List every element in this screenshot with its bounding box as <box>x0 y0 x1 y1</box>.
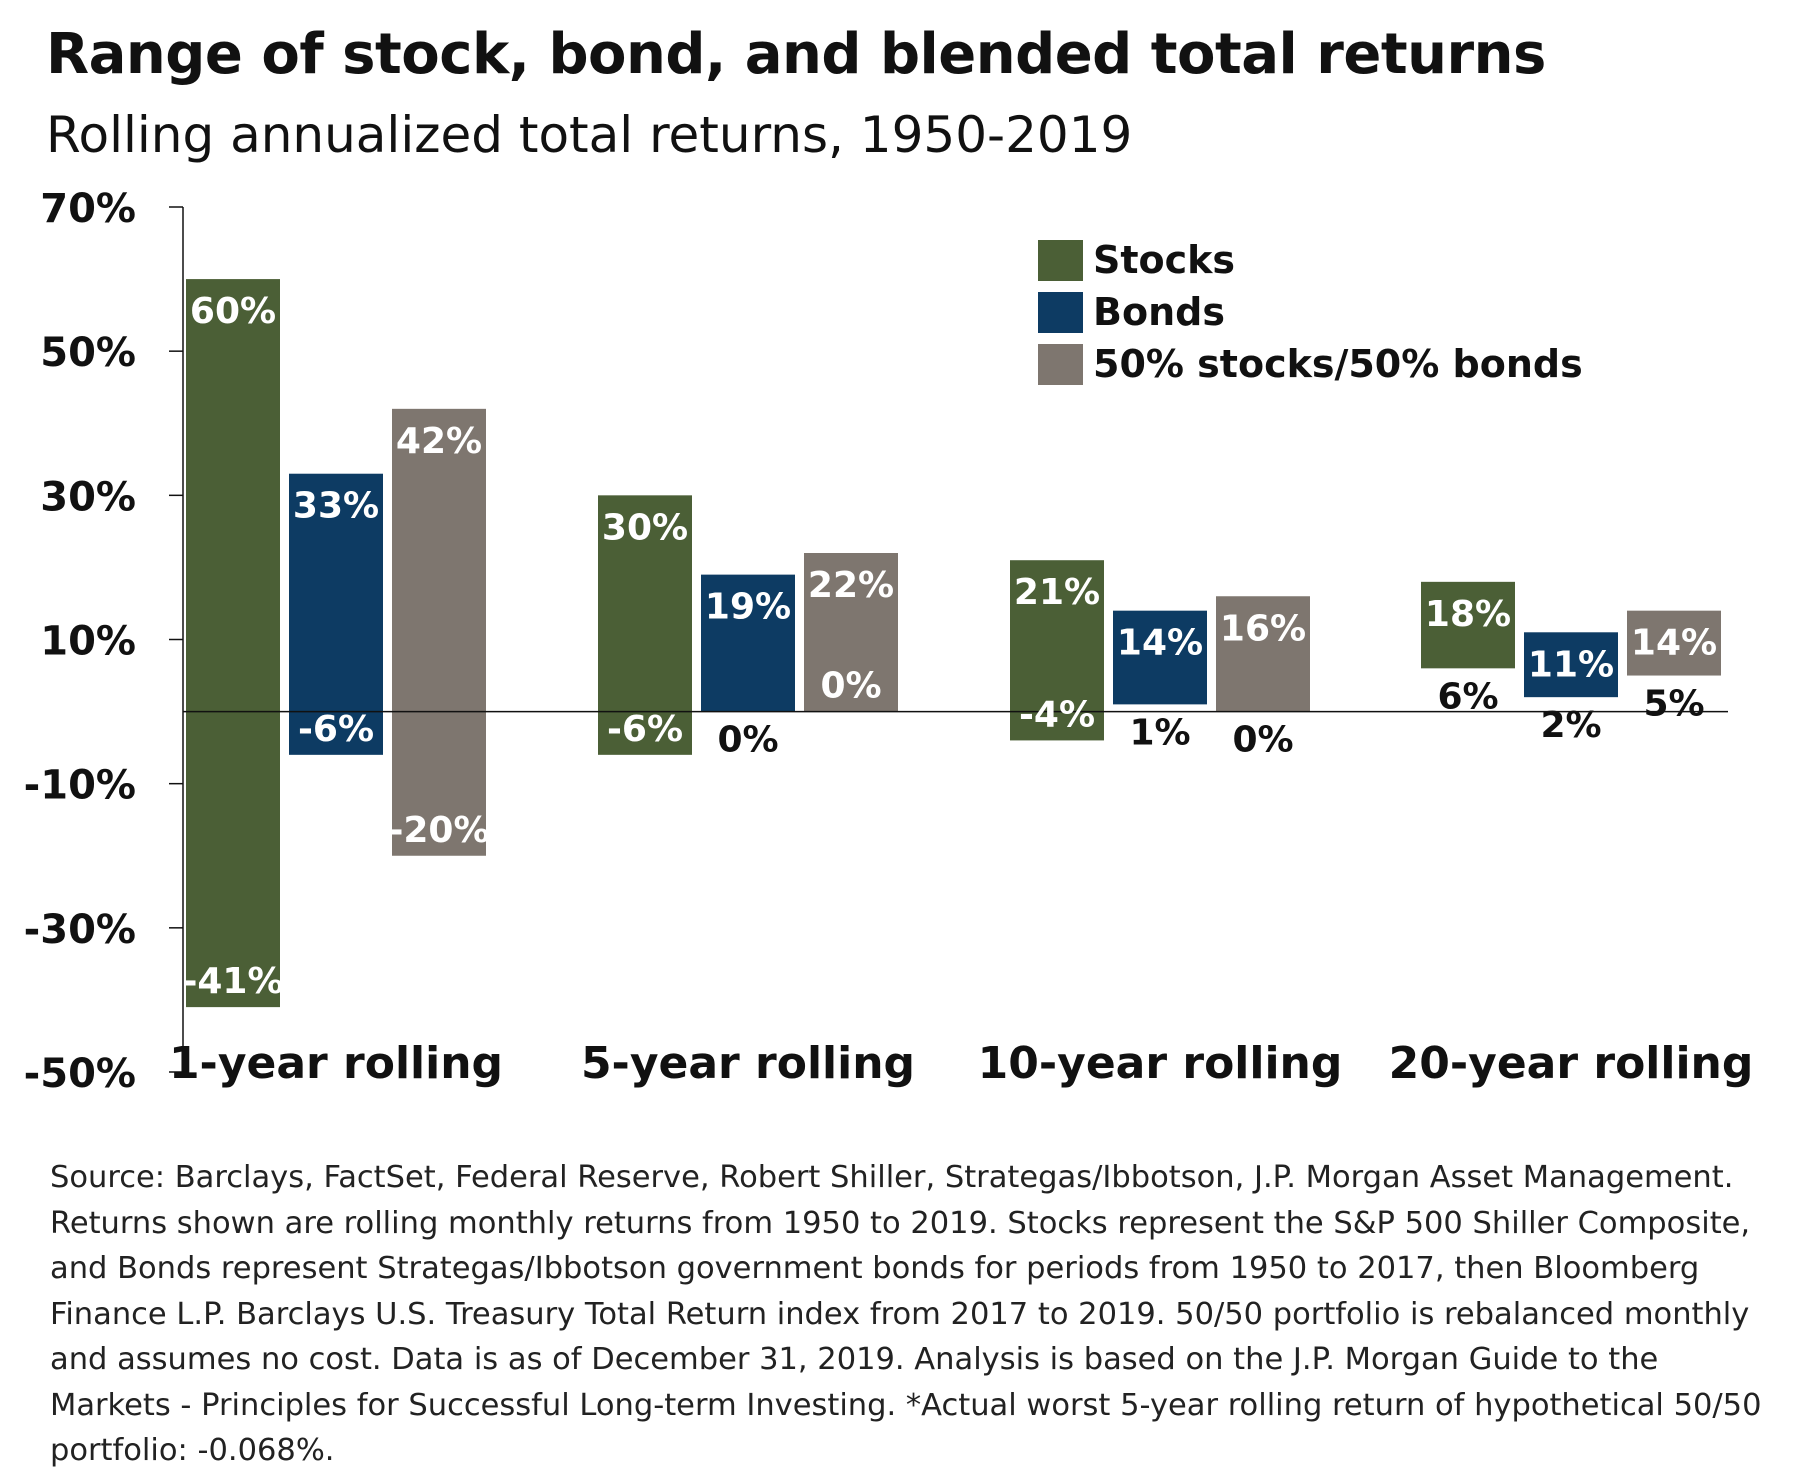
legend-label: 50% stocks/50% bonds <box>1093 342 1583 386</box>
y-tick-label: -10% <box>24 763 136 809</box>
source-note: Source: Barclays, FactSet, Federal Reser… <box>50 1160 1762 1468</box>
data-label-max: 42% <box>396 421 482 462</box>
data-label-min: 0% <box>1232 720 1293 761</box>
bar-bonds-4 <box>1524 632 1618 698</box>
bar-50-stocks-50-bonds-1 <box>392 408 486 856</box>
data-label-min: 0% <box>820 666 881 707</box>
data-label-max: 30% <box>602 507 688 548</box>
bar-50-stocks-50-bonds-4 <box>1627 610 1721 676</box>
data-label-max: 14% <box>1117 623 1203 664</box>
data-label-max: 14% <box>1631 623 1717 664</box>
legend-label: Bonds <box>1093 290 1225 334</box>
bar-50-stocks-50-bonds-3 <box>1216 596 1310 712</box>
data-labels: 60% -41% 33% -6% 42% -20% 30% -6% 19% 0% 22% 0% 21% -… <box>182 291 1717 1002</box>
data-label-min: 2% <box>1540 705 1601 746</box>
y-tick-label: 10% <box>40 619 136 665</box>
legend-swatch <box>1038 292 1083 333</box>
bar-bonds-2 <box>701 574 795 712</box>
legend: Stocks Bonds 50% stocks/50% bonds <box>1038 238 1583 386</box>
category-label: 1-year rolling <box>169 1038 503 1089</box>
legend-swatch <box>1038 344 1083 385</box>
data-label-max: 16% <box>1220 608 1306 649</box>
y-axis: -50% -30% -10% 10% 30% 50% 70% <box>24 186 184 1097</box>
y-tick-label: 70% <box>40 186 136 232</box>
data-label-min: 5% <box>1643 684 1704 725</box>
data-label-max: 21% <box>1014 572 1100 613</box>
y-tick-label: -50% <box>24 1051 136 1097</box>
data-label-max: 60% <box>190 291 276 332</box>
chart-subtitle: Rolling annualized total returns, 1950-2… <box>46 106 1133 164</box>
data-label-min: 6% <box>1437 676 1498 717</box>
category-labels: 1-year rolling 5-year rolling 10-year roll… <box>169 1038 1753 1089</box>
category-label: 5-year rolling <box>581 1038 915 1089</box>
range-bar-chart: -50% -30% -10% 10% 30% 50% 70% 60% -41% 33% -6% 42… <box>24 186 1754 1097</box>
y-tick-label: 50% <box>40 330 136 376</box>
y-tick-label: -30% <box>24 907 136 953</box>
bar-stocks-3 <box>1010 560 1104 741</box>
category-label: 20-year rolling <box>1389 1038 1754 1089</box>
data-label-max: 33% <box>293 486 379 527</box>
bar-stocks-1 <box>186 279 280 1008</box>
data-label-max: 19% <box>705 587 791 628</box>
data-label-min: -4% <box>1019 694 1095 735</box>
data-label-min: -41% <box>182 961 283 1002</box>
bar-bonds-3 <box>1113 610 1207 705</box>
data-label-min: -6% <box>298 709 374 750</box>
bar-50-stocks-50-bonds-2 <box>804 553 898 712</box>
data-label-min: -20% <box>388 810 489 851</box>
data-label-max: 11% <box>1528 644 1614 685</box>
data-label-min: 1% <box>1129 712 1190 753</box>
legend-swatch <box>1038 240 1083 281</box>
bar-bonds-1 <box>289 473 383 755</box>
data-label-min: -6% <box>607 709 683 750</box>
y-tick-label: 30% <box>40 474 136 520</box>
data-label-min: 0% <box>717 720 778 761</box>
legend-label: Stocks <box>1093 238 1235 282</box>
bars <box>186 279 1721 1008</box>
data-label-max: 22% <box>808 565 894 606</box>
category-label: 10-year rolling <box>978 1038 1343 1089</box>
chart-title: Range of stock, bond, and blended total … <box>46 22 1546 87</box>
bar-stocks-4 <box>1421 581 1515 669</box>
data-label-max: 18% <box>1425 594 1511 635</box>
